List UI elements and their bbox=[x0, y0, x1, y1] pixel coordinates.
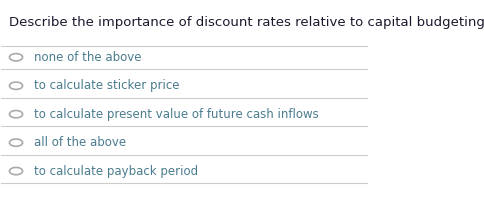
Text: none of the above: none of the above bbox=[34, 51, 142, 64]
Text: to calculate sticker price: to calculate sticker price bbox=[34, 79, 180, 92]
Text: to calculate present value of future cash inflows: to calculate present value of future cas… bbox=[34, 108, 319, 121]
Text: Describe the importance of discount rates relative to capital budgeting?: Describe the importance of discount rate… bbox=[9, 16, 484, 29]
Text: all of the above: all of the above bbox=[34, 136, 126, 149]
Text: to calculate payback period: to calculate payback period bbox=[34, 165, 198, 178]
